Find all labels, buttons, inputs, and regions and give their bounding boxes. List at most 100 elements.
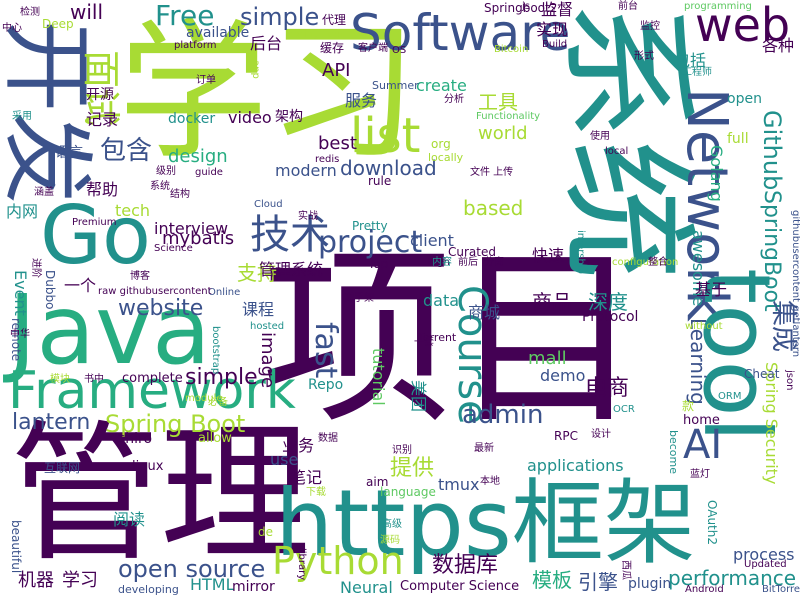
cloud-word-cjk-2: 管理 <box>10 408 311 582</box>
cloud-word-tutorial-59: tutorial <box>369 348 388 406</box>
cloud-word-raw-githubusercontent-140: raw githubusercontent <box>98 286 212 297</box>
cloud-word-cjk-205: 系统 <box>150 181 170 192</box>
cloud-word-cjk-183: 采用 <box>12 111 32 122</box>
cloud-word-cjk-69: 监督 <box>541 0 574 19</box>
cloud-word-cjk-184: 检测 <box>20 7 40 18</box>
cloud-word-cjk-39: 数据库 <box>432 553 499 578</box>
cloud-word-platform-151: platform <box>174 40 217 51</box>
cloud-word-cjk-196: 源码 <box>380 535 400 546</box>
cloud-word-image-31: image <box>257 332 278 389</box>
cloud-word-cjk-99: 语言 <box>55 145 83 161</box>
cloud-word-ai-17: AI <box>683 422 723 468</box>
cloud-word-deep-152: Deep <box>42 17 74 31</box>
cloud-word-cjk-194: 下载 <box>306 487 326 498</box>
cloud-word-cjk-163: 级别 <box>156 166 176 177</box>
cloud-word-library-203: library <box>296 548 307 581</box>
cloud-word-cjk-25: 包含 <box>100 136 153 166</box>
cloud-word-software-11: Software <box>350 4 571 62</box>
cloud-word-springboot2-105: Springboot2 <box>484 1 558 15</box>
cloud-word-cjk-193: 设计 <box>591 429 611 440</box>
cloud-word-programming-153: programming <box>684 1 752 12</box>
cloud-word-become-127: become <box>667 430 680 475</box>
cloud-word-bitcoin-149: Bitcoin <box>494 44 529 55</box>
cloud-word-cjk-73: 管理系统 <box>259 260 324 279</box>
cloud-word-computer-science-86: Computer Science <box>400 579 520 594</box>
cloud-word-bittorrent-121: BitTorrent <box>762 584 800 595</box>
cloud-word-cjk-175: 工程师 <box>682 67 712 78</box>
cloud-word-https-6: https框架 <box>275 470 696 577</box>
cloud-word-design-52: design <box>168 146 228 167</box>
cloud-word-cjk-165: 识别 <box>392 445 412 456</box>
cloud-word-java-5: Java <box>8 274 211 386</box>
cloud-word-golang-36: Golang <box>707 145 726 202</box>
cloud-word-rpc-119: RPC <box>554 429 578 443</box>
cloud-word-github-27: Github <box>758 110 786 191</box>
cloud-word-cjk-182: 涵盖 <box>34 187 54 198</box>
cloud-word-cjk-186: 脚手架 <box>344 293 374 304</box>
cloud-word-cjk-60: 美团 <box>409 380 428 413</box>
cloud-word-shiro-109: shiro <box>118 431 153 447</box>
cloud-word-premium-137: Premium <box>72 217 117 228</box>
cloud-word-summer-108: Summer <box>372 79 419 92</box>
cloud-word-high-135: high <box>428 257 450 268</box>
cloud-word-demo-62: demo <box>540 366 586 385</box>
cloud-word-cjk-188: 实战 <box>298 211 318 222</box>
cloud-word-cjk-103: 开源 <box>86 87 114 103</box>
cloud-word-cjk-89: 业务 <box>282 436 315 455</box>
cloud-word-cjk-107: 代理 <box>322 13 347 27</box>
cloud-word-cjk-204: 西瓜 <box>620 560 631 580</box>
cloud-word-updated-122: Updated <box>744 559 787 570</box>
cloud-word-configuration-136: configuration <box>612 257 679 268</box>
cloud-word-download-47: download <box>340 156 437 180</box>
cloud-word-cjk-189: 客户端 <box>358 43 388 54</box>
cloud-word-cjk-168: 必备 <box>208 397 228 408</box>
cloud-word-curated-131: Curated <box>448 245 496 259</box>
cloud-word-cjk-67: 服务 <box>345 91 378 110</box>
cloud-word-mirror-113: mirror <box>232 579 275 595</box>
cloud-word-oauth2-128: OAuth2 <box>705 500 719 545</box>
cloud-word-cjk-45: 工具 <box>478 90 518 114</box>
cloud-word-local-134: local <box>605 146 629 157</box>
cloud-word-ocr-123: OCR <box>613 404 635 415</box>
cloud-word-cjk-91: 阅读 <box>113 510 146 529</box>
cloud-word-cjk-55: 机器 <box>18 570 54 591</box>
cloud-word-docker-97: docker <box>168 111 216 127</box>
cloud-word-cjk-206: 结构 <box>170 189 190 200</box>
cloud-word-de-202: de <box>258 525 273 539</box>
cloud-word-springcloud-201: springcloud <box>288 29 347 40</box>
cloud-word-dubbo-142: Dubbo <box>43 270 57 310</box>
cloud-word-python-18: Python <box>272 539 404 583</box>
cloud-word-cjk-177: 博客 <box>130 271 150 282</box>
cloud-word-module-160: module <box>185 393 223 404</box>
cloud-word-project-16: project <box>318 225 423 260</box>
cloud-word-list-13: list <box>350 108 421 164</box>
cloud-word-open-source-22: open source <box>118 555 266 583</box>
cloud-word-fast-30: fast <box>308 322 343 379</box>
cloud-word-app-200: app <box>250 60 261 79</box>
cloud-word-based-49: based <box>463 196 524 220</box>
cloud-word-open-92: open <box>727 91 762 107</box>
cloud-word-go-9: Go <box>40 189 151 282</box>
cloud-word-guide-145: guide <box>195 167 223 178</box>
cloud-word-cjk-44: 深度 <box>588 290 628 314</box>
cloud-word-cjk-74: 课程 <box>242 300 275 319</box>
cloud-word-modern-80: modern <box>275 161 337 180</box>
cloud-word-will-54: will <box>70 0 104 24</box>
cloud-word-cjk-102: 一个 <box>64 276 97 295</box>
cloud-word-cjk-180: 互联网 <box>44 461 81 475</box>
cloud-word-cjk-167: 本地 <box>480 476 500 487</box>
cloud-word-use-88: use <box>270 450 299 469</box>
cloud-word-cjk-191: 使用 <box>590 131 610 142</box>
cloud-word-org-133: org <box>431 137 451 151</box>
cloud-word-cjk-106: 缓存 <box>320 41 345 55</box>
cloud-word-cjk-161: 分析 <box>444 94 464 105</box>
cloud-word-cjk-38: 电商 <box>585 376 630 401</box>
cloud-word-cjk-190: 前台 <box>618 1 638 12</box>
cloud-word-cjk-101: 内网 <box>6 202 39 221</box>
cloud-word-torrent-118: Torrent <box>418 331 457 344</box>
cloud-word-data-82: data <box>423 291 460 310</box>
cloud-word-tmux-58: tmux <box>438 475 480 494</box>
cloud-word-cjk-77: 快速 <box>532 246 565 265</box>
cloud-word-website-26: website <box>118 296 204 321</box>
cloud-word-html-84: HTML <box>190 575 235 594</box>
